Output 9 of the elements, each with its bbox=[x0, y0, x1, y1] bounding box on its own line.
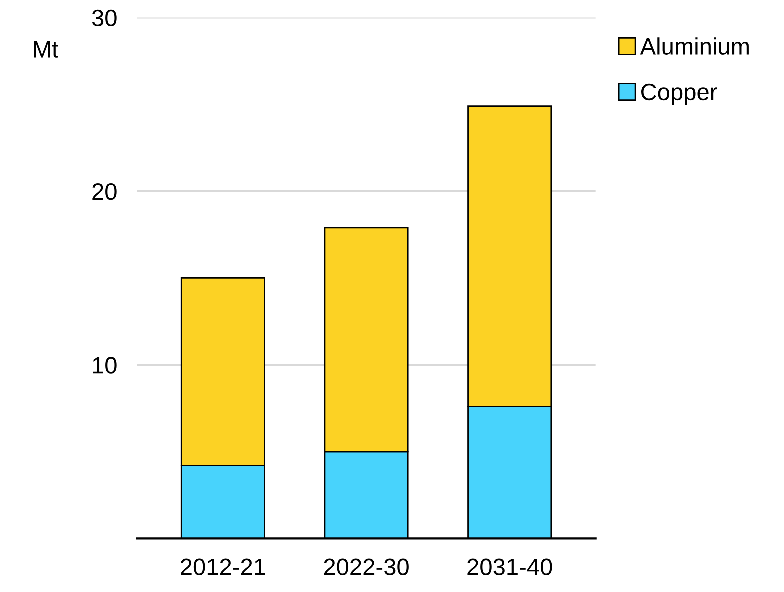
legend-label: Aluminium bbox=[640, 38, 749, 55]
y-tick-label: 10 bbox=[93, 357, 117, 374]
legend-label: Copper bbox=[641, 84, 718, 106]
x-tick-label: 2022-30 bbox=[324, 558, 409, 576]
y-tick-label: 20 bbox=[92, 183, 117, 200]
x-tick-label: 2012-21 bbox=[181, 558, 266, 576]
y-axis-title: Mt bbox=[34, 41, 58, 58]
x-tick-label: 2031-40 bbox=[468, 558, 552, 576]
y-tick-label: 30 bbox=[92, 10, 117, 27]
